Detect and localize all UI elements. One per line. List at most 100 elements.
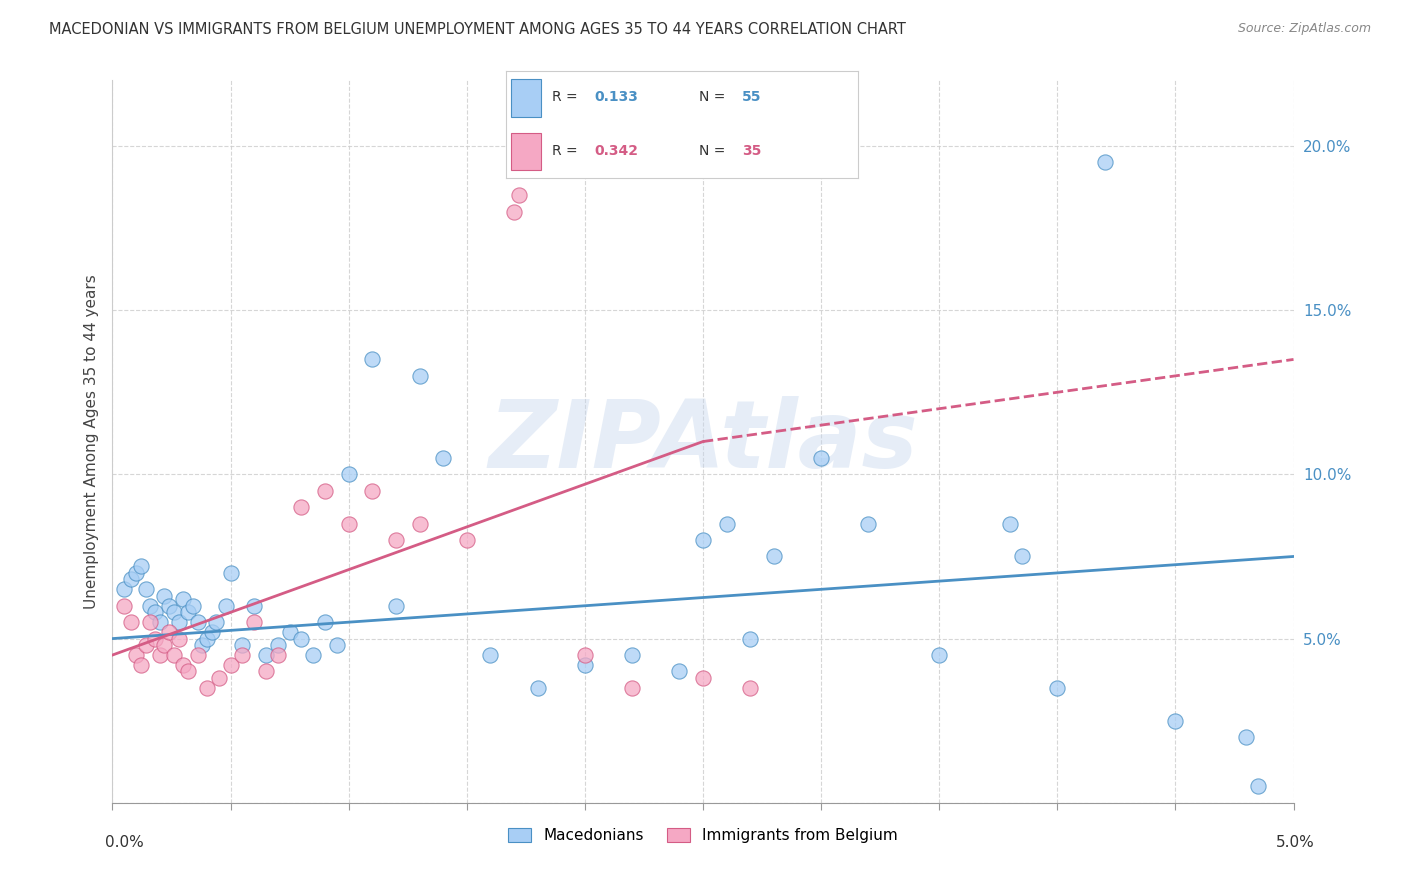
Point (129, 657, 152, 672)
Point (208, 671, 231, 685)
Point (139, 599, 162, 613)
Point (1011, 549, 1033, 564)
Point (231, 638, 253, 652)
Point (1247, 780, 1270, 794)
Point (149, 648, 172, 662)
Point (928, 648, 950, 662)
Point (143, 605, 166, 619)
Point (716, 516, 738, 531)
Point (267, 648, 290, 662)
Point (219, 657, 242, 672)
Point (267, 638, 290, 652)
Point (120, 615, 142, 630)
Text: ZIPAtlas: ZIPAtlas (488, 395, 918, 488)
Point (692, 533, 714, 547)
Point (157, 599, 180, 613)
Point (408, 368, 430, 383)
Point (243, 615, 266, 630)
Point (191, 638, 214, 652)
Point (668, 665, 690, 679)
Point (326, 638, 349, 652)
Text: 0.0%: 0.0% (105, 836, 145, 850)
Point (163, 605, 186, 619)
Text: Source: ZipAtlas.com: Source: ZipAtlas.com (1237, 22, 1371, 36)
Point (195, 632, 218, 646)
Point (762, 549, 785, 564)
Point (479, 648, 502, 662)
Point (408, 516, 430, 531)
Text: N =: N = (699, 90, 725, 104)
Point (1094, 155, 1116, 169)
Point (172, 657, 194, 672)
Point (153, 638, 176, 652)
Point (337, 516, 360, 531)
Point (153, 589, 176, 603)
Point (135, 582, 157, 597)
Point (186, 615, 208, 630)
Point (1164, 714, 1187, 728)
Text: 35: 35 (742, 144, 761, 158)
Point (135, 638, 157, 652)
Point (314, 483, 336, 498)
Text: 0.342: 0.342 (593, 144, 638, 158)
Text: R =: R = (551, 90, 578, 104)
Point (181, 599, 204, 613)
Point (361, 483, 384, 498)
Point (163, 648, 186, 662)
Point (112, 599, 135, 613)
Point (508, 188, 530, 202)
Text: MACEDONIAN VS IMMIGRANTS FROM BELGIUM UNEMPLOYMENT AMONG AGES 35 TO 44 YEARS COR: MACEDONIAN VS IMMIGRANTS FROM BELGIUM UN… (49, 22, 905, 37)
Point (125, 648, 148, 662)
Point (432, 450, 454, 465)
Point (243, 599, 266, 613)
Point (290, 632, 312, 646)
Point (167, 632, 190, 646)
Point (621, 648, 644, 662)
Point (157, 625, 180, 640)
Point (385, 533, 408, 547)
Text: 0.133: 0.133 (593, 90, 638, 104)
Point (740, 632, 762, 646)
Point (167, 615, 190, 630)
Point (205, 615, 228, 630)
Point (149, 615, 172, 630)
Point (112, 582, 135, 597)
Point (385, 599, 408, 613)
Point (361, 352, 384, 367)
Point (125, 566, 148, 580)
Point (574, 657, 596, 672)
Point (858, 516, 880, 531)
Point (231, 648, 253, 662)
Point (503, 204, 526, 219)
Point (172, 592, 194, 607)
Point (201, 625, 224, 640)
Point (290, 500, 312, 515)
Point (998, 516, 1021, 531)
Point (215, 599, 238, 613)
Point (139, 615, 162, 630)
Point (302, 648, 325, 662)
Point (186, 648, 208, 662)
Point (810, 450, 832, 465)
Point (278, 625, 301, 640)
FancyBboxPatch shape (512, 133, 541, 170)
Point (195, 681, 218, 695)
Point (254, 665, 277, 679)
Point (740, 681, 762, 695)
Point (692, 671, 714, 685)
Point (621, 681, 644, 695)
Point (143, 632, 166, 646)
Text: R =: R = (551, 144, 578, 158)
Point (120, 573, 142, 587)
Text: 55: 55 (742, 90, 761, 104)
Point (337, 467, 360, 482)
Point (177, 665, 200, 679)
Point (1234, 730, 1257, 744)
Point (314, 615, 336, 630)
Point (177, 605, 200, 619)
Point (129, 559, 152, 574)
FancyBboxPatch shape (512, 79, 541, 117)
Y-axis label: Unemployment Among Ages 35 to 44 years: Unemployment Among Ages 35 to 44 years (83, 274, 98, 609)
Text: 5.0%: 5.0% (1275, 836, 1315, 850)
Point (574, 648, 596, 662)
